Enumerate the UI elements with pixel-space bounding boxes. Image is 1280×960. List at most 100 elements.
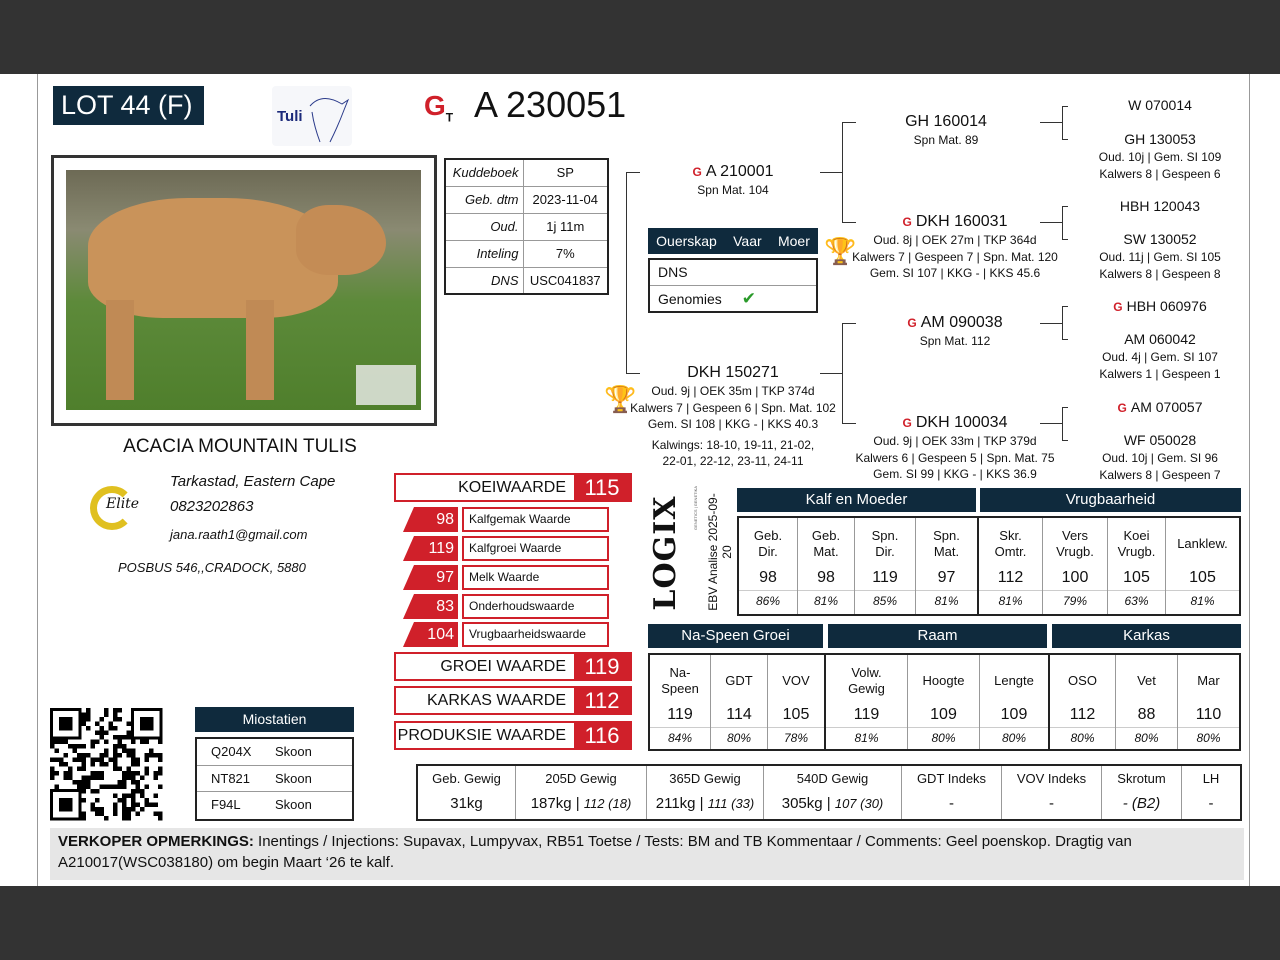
- weight-value: - (B2): [1122, 795, 1161, 812]
- pedigree-animal[interactable]: G AM 070057: [1118, 397, 1203, 418]
- animal-detail: Spn Mat. 89: [913, 133, 979, 147]
- ebv-value: 114: [726, 706, 752, 723]
- animal-name: DKH 150271: [687, 364, 779, 381]
- parentage-header: Ouerskap Vaar Moer: [648, 228, 818, 254]
- weight-value: -: [1049, 795, 1054, 812]
- pedigree-animal[interactable]: HBH 120043: [1120, 196, 1200, 216]
- ebv-value: 119: [853, 706, 880, 723]
- ebv-value: 112: [1069, 706, 1096, 723]
- ebv-column: Lengte 109 80%: [980, 655, 1050, 749]
- gt-icon: G: [692, 165, 702, 179]
- breeder-location: Tarkastad, Eastern Cape: [170, 473, 336, 490]
- ebv-label: Vet: [1137, 673, 1156, 688]
- gt-logo-icon: GT: [424, 90, 454, 125]
- ebv-column: Volw. Gewig 119 81%: [826, 655, 908, 749]
- ebv-column: Geb. Mat. 98 81%: [798, 518, 855, 614]
- ebv-value: 98: [759, 569, 777, 586]
- breeder-address: POSBUS 546,,CRADOCK, 5880: [118, 560, 306, 575]
- ebv-accuracy: 79%: [1043, 590, 1107, 611]
- ebv-value: 110: [1195, 706, 1222, 723]
- weight-value: -: [1208, 795, 1214, 812]
- main-index: PRODUKSIE WAARDE 116: [394, 721, 632, 750]
- info-label: Inteling: [444, 239, 524, 268]
- animal-detail: Kalwers 1 | Gespeen 1: [1099, 366, 1221, 381]
- animal-detail: Kalwers 7 | Gespeen 6 | Spn. Mat. 102: [630, 400, 836, 415]
- animal-name: AM 060042: [1124, 331, 1196, 347]
- animal-id: A 230051: [474, 84, 627, 125]
- ebv-label: Volw. Gewig: [848, 665, 885, 696]
- ebv-column: Mar 110 80%: [1178, 655, 1239, 749]
- weight-value: 31kg: [450, 795, 483, 812]
- animal-name: HBH 060976: [1126, 298, 1207, 314]
- myostatin-row: F94L Skoon: [211, 797, 312, 813]
- tuli-logo: Tuli: [272, 86, 352, 146]
- myostatin-title: Miostatien: [195, 707, 354, 732]
- trophy-icon: 🏆: [824, 236, 857, 266]
- pedigree-animal[interactable]: DKH 150271 Oud. 9j | OEK 35m | TKP 374d Ka…: [630, 363, 836, 470]
- pedigree-animal[interactable]: GH 160014 Spn Mat. 89: [905, 112, 987, 149]
- ebv-label: Geb. Dir.: [753, 528, 783, 559]
- pedigree-animal[interactable]: G HBH 060976: [1113, 296, 1207, 317]
- animal-detail: Kalwers 8 | Gespeen 8: [1099, 266, 1221, 281]
- ebv-accuracy: 78%: [768, 727, 824, 748]
- ebv-column: Geb. Dir. 98 86%: [739, 518, 798, 614]
- ebv-value: 97: [937, 569, 956, 586]
- pedigree-animal[interactable]: W 070014: [1128, 95, 1192, 115]
- pedigree-animal[interactable]: G AM 090038 Spn Mat. 112: [907, 313, 1002, 350]
- animal-detail: Oud. 8j | OEK 27m | TKP 364d: [873, 233, 1037, 247]
- animal-name: AM 090038: [920, 314, 1003, 331]
- info-label: Oud.: [444, 212, 524, 241]
- breeder-email[interactable]: jana.raath1@gmail.com: [170, 527, 308, 542]
- ebv-accuracy: 81%: [979, 590, 1042, 611]
- animal-detail: Oud. 9j | OEK 33m | TKP 379d: [873, 434, 1037, 448]
- ebv-label: Lanklew.: [1177, 536, 1228, 551]
- ebv-column: VOV 105 78%: [768, 655, 826, 749]
- ebv-accuracy: 80%: [1050, 727, 1115, 748]
- pedigree-animal[interactable]: G DKH 160031 Oud. 8j | OEK 27m | TKP 364d K…: [852, 212, 1058, 282]
- gt-icon: G: [907, 316, 917, 330]
- ebv-value: 105: [1189, 569, 1216, 586]
- group-header: Kalf en Moeder: [737, 488, 976, 512]
- trophy-icon: 🏆: [604, 384, 637, 414]
- weight-column: 540D Gewig 305kg | 107 (30): [764, 766, 902, 819]
- dns-row: DNS: [650, 260, 816, 286]
- animal-name: GH 160014: [905, 113, 987, 130]
- breeder-phone: 0823202863: [170, 498, 254, 515]
- ebv-value: 109: [1000, 706, 1028, 723]
- sub-index: 97 Melk Waarde: [403, 565, 609, 590]
- weight-column: LH -: [1182, 766, 1240, 819]
- weight-label: LH: [1202, 771, 1220, 786]
- ebv-accuracy: 81%: [1166, 590, 1239, 611]
- info-label: Kuddeboek: [444, 158, 524, 187]
- ebv-column: Na- Speen 119 84%: [650, 655, 711, 749]
- pedigree-animal[interactable]: AM 060042 Oud. 4j | Gem. SI 107 Kalwers 1 …: [1099, 329, 1220, 382]
- sub-index: 83 Onderhoudswaarde: [403, 594, 609, 619]
- info-row: Kuddeboek SP: [444, 158, 609, 187]
- ebv-accuracy: 84%: [650, 727, 710, 748]
- qr-code[interactable]: [50, 708, 164, 821]
- ebv-column: Lanklew. 105 81%: [1166, 518, 1239, 614]
- ebv-label: Spn. Mat.: [933, 528, 960, 559]
- myostatin-row: Q204X Skoon: [197, 739, 352, 766]
- ebv-accuracy: 80%: [1116, 727, 1177, 748]
- animal-info-table: Kuddeboek SP Geb. dtm 2023-11-04 Oud. 1j 11m I…: [444, 158, 609, 295]
- info-row: Inteling 7%: [444, 239, 609, 268]
- animal-detail: Kalwers 8 | Gespeen 6: [1099, 166, 1221, 181]
- info-label: DNS: [444, 266, 524, 295]
- pedigree-animal[interactable]: GH 130053 Oud. 10j | Gem. SI 109 Kalwers 8…: [1099, 129, 1222, 182]
- weight-column: VOV Indeks -: [1002, 766, 1102, 819]
- weight-label: VOV Indeks: [1016, 771, 1087, 786]
- ebv-label: Geb. Mat.: [811, 528, 841, 559]
- group-header: Raam: [828, 624, 1047, 648]
- ebv-table-growth-frame-carcass: Na- Speen 119 84% GDT 114 80% VOV 105 78% Volw. Gew…: [648, 653, 1241, 751]
- ebv-label: Spn. Dir.: [871, 528, 899, 559]
- info-value: 1j 11m: [522, 212, 609, 241]
- main-index: GROEI WAARDE 119: [394, 652, 632, 681]
- ebv-accuracy: 80%: [1178, 727, 1239, 748]
- ebv-accuracy: 80%: [711, 727, 767, 748]
- pedigree-animal[interactable]: G DKH 100034 Oud. 9j | OEK 33m | TKP 379d K…: [855, 413, 1054, 483]
- pedigree-animal[interactable]: SW 130052 Oud. 11j | Gem. SI 105 Kalwers 8…: [1099, 229, 1221, 282]
- pedigree-animal[interactable]: WF 050028 Oud. 10j | Gem. SI 96 Kalwers 8 …: [1099, 430, 1220, 483]
- main-index: KARKAS WAARDE 112: [394, 686, 632, 715]
